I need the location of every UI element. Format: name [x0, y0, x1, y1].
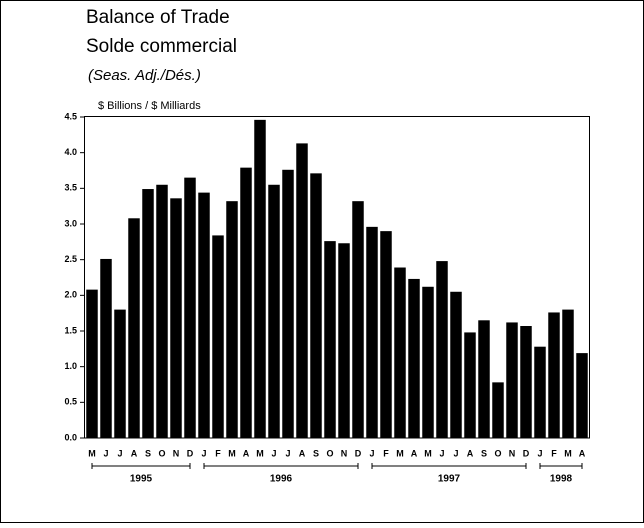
x-tick-label: A — [131, 448, 138, 458]
bar — [268, 184, 280, 438]
bar — [114, 309, 126, 438]
x-tick-label: D — [355, 448, 362, 458]
bar — [478, 320, 490, 438]
bar — [408, 278, 420, 438]
x-tick-label: J — [271, 448, 276, 458]
bar — [492, 382, 504, 438]
chart-subtitle: Solde commercial — [86, 36, 237, 57]
bar — [506, 322, 518, 438]
x-tick-label: F — [383, 448, 389, 458]
bar — [548, 312, 560, 438]
year-label: 1997 — [438, 474, 461, 485]
bar — [436, 261, 448, 438]
bar — [142, 189, 154, 438]
x-tick-label: M — [564, 448, 572, 458]
plot-frame — [84, 116, 590, 439]
y-tick-label: 3.5 — [64, 183, 77, 193]
x-tick-label: S — [313, 448, 319, 458]
bar — [184, 177, 196, 438]
x-tick-label: D — [187, 448, 194, 458]
bar — [324, 241, 336, 438]
bar — [310, 173, 322, 438]
bar — [380, 231, 392, 438]
y-axis-label: $ Billions / $ Milliards — [98, 100, 201, 112]
chart-title: Balance of Trade — [86, 7, 230, 28]
bar — [156, 184, 168, 438]
y-tick-label: 0.0 — [64, 432, 77, 442]
chart-note: (Seas. Adj./Dés.) — [88, 67, 201, 84]
bar — [534, 346, 546, 438]
x-tick-label: A — [467, 448, 474, 458]
bar — [212, 235, 224, 438]
x-tick-label: M — [88, 448, 96, 458]
x-tick-label: M — [424, 448, 432, 458]
x-tick-label: J — [103, 448, 108, 458]
bar — [422, 286, 434, 438]
y-tick-label: 3.0 — [64, 218, 77, 228]
y-tick-label: 2.0 — [64, 290, 77, 300]
x-tick-label: A — [243, 448, 250, 458]
x-tick-label: J — [117, 448, 122, 458]
x-tick-label: A — [579, 448, 586, 458]
x-tick-label: F — [215, 448, 221, 458]
x-tick-label: N — [509, 448, 516, 458]
bar — [240, 167, 252, 438]
x-tick-label: F — [551, 448, 557, 458]
bar — [576, 353, 588, 438]
x-tick-label: J — [285, 448, 290, 458]
x-tick-label: D — [523, 448, 530, 458]
x-tick-label: O — [326, 448, 333, 458]
x-tick-label: A — [411, 448, 418, 458]
bar — [352, 201, 364, 438]
y-tick-label: 4.5 — [64, 111, 77, 121]
bar — [296, 143, 308, 439]
x-tick-label: M — [396, 448, 404, 458]
year-label: 1998 — [550, 474, 573, 485]
y-tick-label: 1.0 — [64, 361, 77, 371]
bar — [226, 201, 238, 438]
x-tick-label: J — [201, 448, 206, 458]
y-tick-label: 2.5 — [64, 254, 77, 264]
x-tick-label: J — [453, 448, 458, 458]
x-tick-label: S — [481, 448, 487, 458]
bar — [562, 309, 574, 438]
x-tick-label: J — [439, 448, 444, 458]
bar — [128, 218, 140, 438]
bar — [254, 119, 266, 438]
year-label: 1995 — [130, 474, 153, 485]
x-tick-label: N — [173, 448, 180, 458]
bar — [464, 332, 476, 438]
bar — [450, 291, 462, 438]
bar — [100, 258, 112, 438]
y-tick-label: 0.5 — [64, 397, 77, 407]
bar — [338, 243, 350, 438]
bar — [86, 289, 98, 438]
x-tick-label: J — [537, 448, 542, 458]
x-tick-label: N — [341, 448, 348, 458]
y-tick-label: 1.5 — [64, 325, 77, 335]
bar — [520, 326, 532, 438]
y-tick-label: 4.0 — [64, 147, 77, 157]
x-tick-label: A — [299, 448, 306, 458]
bar — [366, 226, 378, 438]
x-tick-label: J — [369, 448, 374, 458]
x-tick-label: M — [228, 448, 236, 458]
bar — [282, 169, 294, 438]
bar — [170, 198, 182, 438]
x-tick-label: M — [256, 448, 264, 458]
bar — [394, 267, 406, 438]
year-label: 1996 — [270, 474, 293, 485]
bar — [198, 192, 210, 438]
x-tick-label: O — [494, 448, 501, 458]
x-tick-label: S — [145, 448, 151, 458]
x-tick-label: O — [158, 448, 165, 458]
